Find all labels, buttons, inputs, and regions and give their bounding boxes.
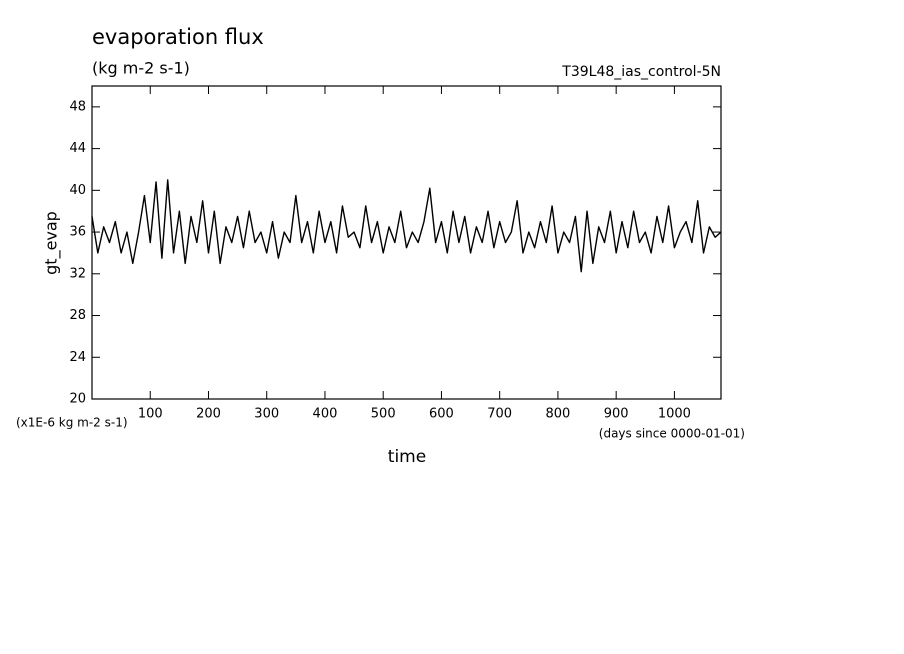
x-tick-label: 700: [487, 407, 512, 422]
plot-frame: [91, 85, 722, 400]
subtitle: (kg m-2 s-1): [92, 59, 190, 78]
x-tick-label: 400: [313, 407, 338, 422]
y-tick-label: 28: [69, 308, 86, 323]
x-tick-label: 100: [138, 407, 163, 422]
y-tick-label: 44: [69, 141, 86, 156]
x-axis-label: time: [388, 447, 426, 467]
y-tick-label: 40: [69, 183, 86, 198]
x-tick-label: 900: [604, 407, 629, 422]
y-axis-label: gt_evap: [42, 211, 62, 275]
y-tick-label: 24: [69, 350, 86, 365]
x-tick-label: 200: [196, 407, 221, 422]
y-tick-label: 48: [69, 99, 86, 114]
x-tick-label: 800: [546, 407, 571, 422]
x-tick-label: 500: [371, 407, 396, 422]
y-unit-label: (x1E-6 kg m-2 s-1): [16, 416, 128, 430]
annotation: T39L48_ias_control-5N: [561, 64, 721, 80]
y-tick-label: 32: [69, 266, 86, 281]
y-tick-label: 36: [69, 225, 86, 240]
x-tick-label: 1000: [658, 407, 691, 422]
y-tick-label: 20: [69, 392, 86, 407]
x-tick-label: 300: [254, 407, 279, 422]
series-line: [91, 179, 722, 273]
x-tick-label: 600: [429, 407, 454, 422]
chart-title: evaporation flux: [92, 25, 264, 49]
x-unit-label: (days since 0000-01-01): [599, 427, 745, 441]
